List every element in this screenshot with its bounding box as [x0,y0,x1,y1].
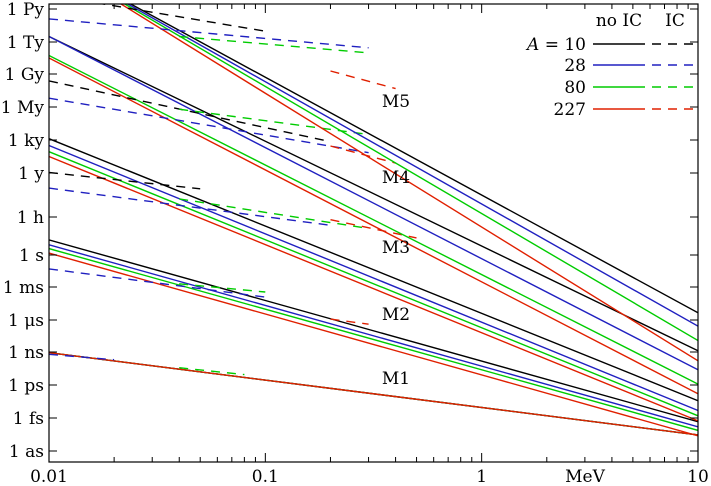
series-m2-a227-ic [330,318,369,325]
legend-label-80: 80 [564,78,586,98]
series-m3-a10-no-ic [49,138,698,402]
y-tick-label: 1 Ty [7,33,45,53]
series-m2-a28-ic [49,268,266,298]
series-m4-a80-no-ic [49,54,698,385]
y-tick-label: 1 fs [13,409,44,429]
y-tick-label: 1 s [19,246,44,266]
x-tick-label: 10 [687,467,709,486]
y-tick-label: 1 ns [8,343,44,363]
label-m2: M2 [382,305,410,325]
y-tick-label: 1 as [9,442,44,462]
series-m5-a227-no-ic [119,4,698,362]
series-m1-a80-ic [179,367,245,376]
multipolarity-labels: M1 M2 M3 M4 M5 [382,92,410,389]
label-m5: M5 [382,92,410,112]
series-m4-a10-no-ic [49,35,698,352]
series-m3-a10-ic [49,171,201,190]
series-m5-a10-ic [98,4,266,32]
legend-header-ic: IC [665,11,685,31]
series-m3-a28-ic [49,187,331,226]
series-m3-a80-no-ic [49,151,698,417]
y-tick-label: 1 Gy [5,65,45,85]
y-tick-label: 1 ky [8,131,45,151]
y-tick-label: 1 h [17,208,44,228]
series-m4-a28-no-ic [49,35,698,371]
series-layer [49,4,698,437]
y-tick-label: 1 My [1,98,45,118]
series-m2-a80-ic [179,283,266,293]
label-m4: M4 [382,168,410,188]
y-tick-label: 1 μs [8,311,44,331]
series-m3-a227-no-ic [49,155,698,422]
series-m5-a80-no-ic [123,4,698,342]
y-tick-label: 1 ps [8,376,44,396]
series-m2-a28-no-ic [49,244,698,428]
label-m1: M1 [382,369,410,389]
series-m4-a227-ic [330,145,396,164]
axes-frame [48,3,699,463]
legend-label-227: 227 [554,100,586,120]
series-m4-a28-ic [49,97,369,154]
x-tick-label: 0.1 [252,467,279,486]
series-m1-a227-no-ic [49,352,698,436]
series-m5-a10-no-ic [129,4,698,314]
series-m4-a227-no-ic [49,57,698,395]
y-tick-label: 1 Py [7,0,45,20]
legend-header-no-ic: no IC [596,11,642,31]
series-m2-a80-no-ic [49,247,698,432]
x-tick-label: 0.01 [30,467,68,486]
series-m5-a28-ic [49,18,369,49]
series-m5-a28-no-ic [126,4,698,327]
series-m3-a28-no-ic [49,144,698,412]
legend-label-10: A = 10 [525,35,586,55]
legend-label-28: 28 [564,56,586,76]
x-unit-label: MeV [565,467,605,486]
label-m3: M3 [382,238,410,258]
series-m2-a227-no-ic [49,252,698,437]
series-m1-a28-ic [49,353,115,361]
y-tick-label: 1 ms [3,278,44,298]
series-m2-a10-no-ic [49,239,698,423]
y-tick-label: 1 y [18,164,44,184]
series-m5-a227-ic [330,70,396,90]
x-tick-label: 1 [476,467,487,486]
